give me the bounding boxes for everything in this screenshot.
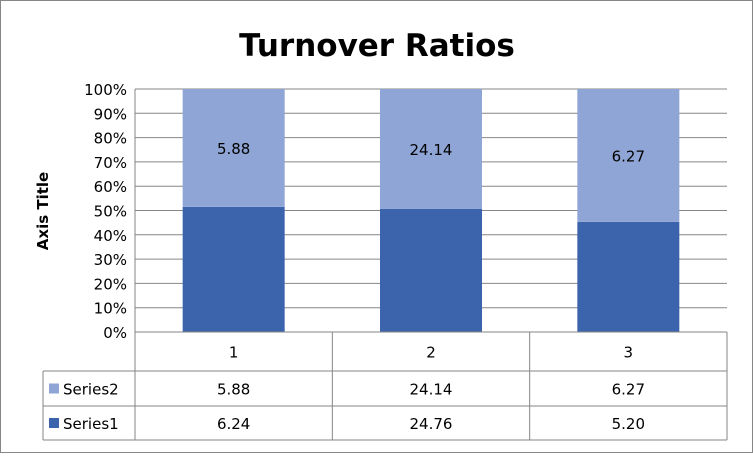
y-tick-label: 80% (94, 130, 127, 148)
table-cell: 6.24 (217, 415, 250, 433)
y-tick-label: 60% (94, 178, 127, 196)
bar-series2-3 (577, 89, 680, 222)
legend-key-series1 (49, 418, 59, 428)
y-tick-label: 50% (94, 203, 127, 221)
y-tick-label: 30% (94, 251, 127, 269)
y-tick-label: 0% (103, 324, 127, 342)
bar-series1-3 (577, 221, 680, 332)
y-tick-label: 10% (94, 300, 127, 318)
data-label: 5.88 (217, 140, 250, 158)
bar-series2-1 (182, 89, 285, 207)
bar-series2-2 (380, 89, 482, 209)
x-category-label: 2 (426, 344, 436, 362)
data-label: 6.27 (612, 147, 645, 165)
legend-label: Series1 (63, 415, 119, 433)
y-axis-title: Axis Title (34, 172, 52, 250)
y-tick-label: 40% (94, 227, 127, 245)
x-category-label: 1 (229, 344, 239, 362)
table-cell: 5.20 (612, 415, 645, 433)
bar-series1-1 (182, 206, 285, 332)
y-tick-label: 100% (84, 81, 127, 99)
y-tick-label: 70% (94, 154, 127, 172)
table-cell: 24.14 (410, 381, 453, 399)
y-tick-label: 20% (94, 275, 127, 293)
table-cell: 5.88 (217, 381, 250, 399)
y-tick-label: 90% (94, 105, 127, 123)
legend-label: Series2 (63, 381, 119, 399)
bar-series1-2 (380, 208, 482, 332)
table-cell: 6.27 (612, 381, 645, 399)
x-category-label: 3 (624, 344, 634, 362)
chart-title: Turnover Ratios (239, 28, 515, 64)
data-label: 24.14 (410, 141, 453, 159)
table-cell: 24.76 (410, 415, 453, 433)
legend-key-series2 (49, 383, 59, 394)
